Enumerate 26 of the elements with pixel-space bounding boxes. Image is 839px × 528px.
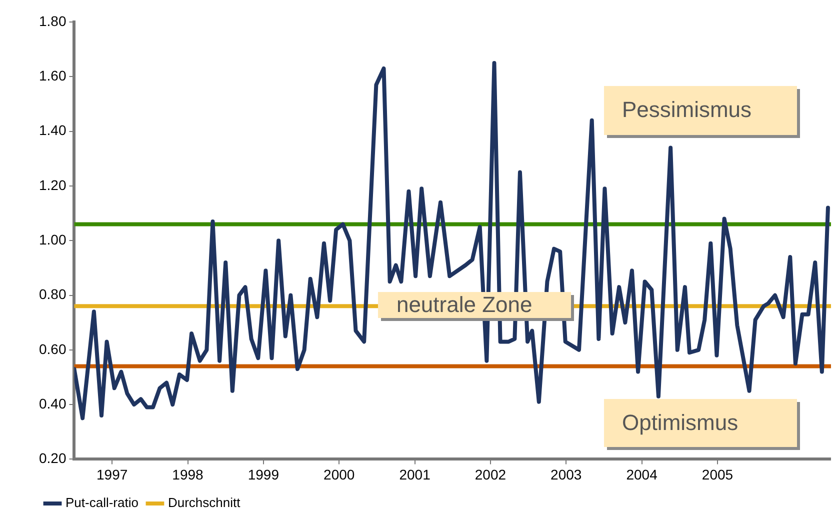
y-tick-label: 1.80 — [39, 12, 66, 29]
annotation: Optimismus — [622, 410, 738, 436]
note-box: Pessimismus — [604, 86, 797, 135]
x-tick-label: 2000 — [324, 466, 355, 482]
x-tick-label: 1997 — [96, 466, 128, 482]
x-tick-label: 2004 — [626, 466, 658, 482]
y-tick-label: 1.60 — [39, 68, 66, 84]
y-tick-label: 0.60 — [39, 340, 66, 357]
y-tick-label: 1.00 — [39, 231, 66, 248]
y-tick-label: 1.40 — [39, 122, 66, 138]
y-tick-label: 0.80 — [39, 286, 66, 302]
x-tick-label: 1999 — [248, 466, 280, 482]
x-tick-label: 2001 — [399, 466, 431, 482]
legend-label: Durchschnitt — [168, 495, 241, 510]
annotation: Pessimismus — [622, 97, 752, 124]
x-tick-label: 2002 — [474, 466, 506, 482]
y-tick-label: 0.20 — [39, 450, 66, 466]
x-tick-label: 2005 — [702, 466, 734, 482]
annotation: neutrale Zone — [396, 292, 532, 318]
note-box: Optimismus — [604, 399, 797, 448]
x-tick-label: 1998 — [172, 466, 204, 482]
y-tick-label: 1.20 — [39, 176, 66, 193]
legend-label: Put-call-ratio — [66, 495, 138, 510]
note-box: neutrale Zone — [378, 292, 572, 318]
y-tick-label: 0.40 — [39, 395, 66, 412]
x-tick-label: 2003 — [550, 466, 582, 482]
